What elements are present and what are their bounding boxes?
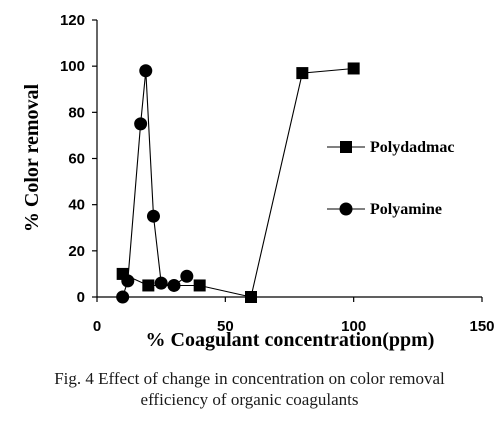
data-point-polyamine xyxy=(139,64,153,78)
legend-marker-polydadmac xyxy=(340,141,352,153)
data-point-polydadmac xyxy=(193,279,206,292)
y-ticks: 0 20 40 60 80 100 120 xyxy=(60,12,97,306)
series-line-polyamine xyxy=(122,70,188,298)
data-point-polyamine xyxy=(180,269,194,283)
data-point-polydadmac xyxy=(296,67,309,80)
caption-line-1: Fig. 4 Effect of change in concentration… xyxy=(54,369,445,388)
y-tick-label: 120 xyxy=(60,12,85,29)
data-point-polyamine xyxy=(167,278,181,292)
figure-caption: Fig. 4 Effect of change in concentration… xyxy=(0,368,499,410)
caption-line-2: efficiency of organic coagulants xyxy=(140,390,359,409)
legend-label-polydadmac: Polydadmac xyxy=(370,139,454,156)
data-point-polydadmac xyxy=(116,267,129,280)
x-axis-title: % Coagulant concentration(ppm) xyxy=(146,329,435,351)
data-point-polyamine xyxy=(134,117,148,131)
y-tick-label: 100 xyxy=(60,58,85,75)
data-point-polydadmac xyxy=(142,279,155,292)
y-tick-label: 0 xyxy=(77,289,85,306)
plot-frame xyxy=(96,20,482,298)
data-point-polyamine xyxy=(116,290,130,304)
y-tick-label: 60 xyxy=(68,151,85,168)
x-tick-label: 50 xyxy=(217,318,234,335)
y-tick-label: 20 xyxy=(68,243,85,260)
data-point-polyamine xyxy=(154,276,168,290)
data-point-polyamine xyxy=(121,274,135,288)
y-tick-label: 80 xyxy=(68,104,85,121)
y-tick-label: 40 xyxy=(68,197,85,214)
x-tick-label: 100 xyxy=(341,318,366,335)
series-layer xyxy=(116,62,360,304)
data-point-polydadmac xyxy=(245,291,257,303)
legend-marker-polyamine xyxy=(339,202,353,216)
data-point-polydadmac xyxy=(347,62,360,75)
x-tick-label: 0 xyxy=(93,318,101,335)
data-point-polyamine xyxy=(146,209,160,223)
x-tick-label: 150 xyxy=(469,318,494,335)
legend: Polydadmac Polyamine xyxy=(327,139,454,218)
x-ticks: 0 50 100 150 xyxy=(93,297,495,335)
y-axis-title: % Color removal xyxy=(21,83,43,232)
series-line-polydadmac xyxy=(122,67,354,298)
legend-label-polyamine: Polyamine xyxy=(370,201,442,218)
